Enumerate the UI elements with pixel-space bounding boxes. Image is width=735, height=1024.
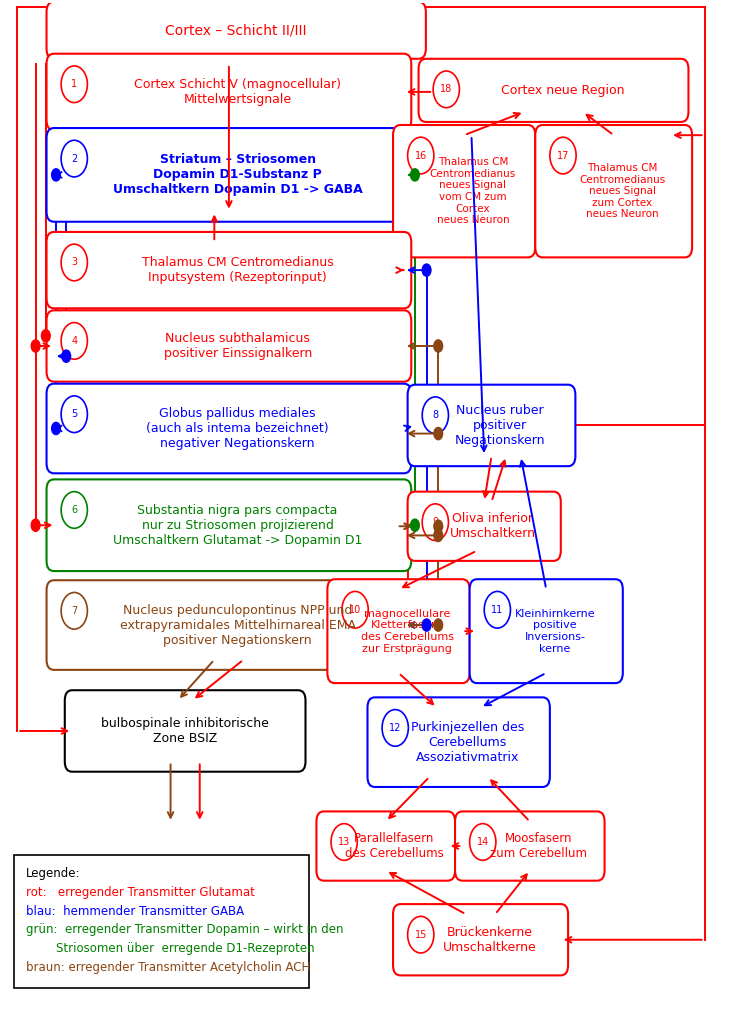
Circle shape [433, 71, 459, 108]
Text: Thalamus CM Centromedianus
Inputsystem (Rezeptorinput): Thalamus CM Centromedianus Inputsystem (… [142, 256, 334, 284]
Text: 18: 18 [440, 84, 453, 94]
Text: 15: 15 [415, 930, 427, 940]
FancyBboxPatch shape [46, 2, 426, 58]
Text: 5: 5 [71, 410, 77, 419]
Circle shape [411, 519, 419, 531]
Circle shape [61, 593, 87, 629]
Circle shape [422, 397, 448, 433]
Text: Purkinjezellen des
Cerebellums
Assoziativmatrix: Purkinjezellen des Cerebellums Assoziati… [411, 721, 524, 764]
Text: Moosfasern
zum Cerebellum: Moosfasern zum Cerebellum [490, 833, 587, 860]
FancyBboxPatch shape [46, 53, 412, 130]
Circle shape [434, 529, 442, 542]
FancyBboxPatch shape [46, 479, 412, 571]
FancyBboxPatch shape [46, 128, 412, 222]
Circle shape [61, 66, 87, 102]
FancyBboxPatch shape [46, 384, 412, 473]
FancyBboxPatch shape [14, 855, 309, 987]
Text: 7: 7 [71, 606, 77, 615]
Text: bulbospinale inhibitorische
Zone BSIZ: bulbospinale inhibitorische Zone BSIZ [101, 717, 269, 745]
Text: Nucleus pedunculopontinus NPP und
extrapyramidales Mittelhirnareal EMA
positiver: Nucleus pedunculopontinus NPP und extrap… [120, 603, 356, 646]
Text: braun: erregender Transmitter Acetylcholin ACH: braun: erregender Transmitter Acetylchol… [26, 961, 310, 974]
Text: Cortex neue Region: Cortex neue Region [501, 84, 624, 97]
Circle shape [62, 350, 71, 362]
Text: Striosomen über  erregende D1-Rezeproten: Striosomen über erregende D1-Rezeproten [26, 942, 315, 955]
Circle shape [550, 137, 576, 174]
FancyBboxPatch shape [368, 697, 550, 787]
Circle shape [41, 330, 50, 342]
Text: Legende:: Legende: [26, 867, 81, 880]
FancyBboxPatch shape [408, 492, 561, 561]
Text: 9: 9 [432, 517, 438, 527]
Text: 2: 2 [71, 154, 77, 164]
FancyBboxPatch shape [535, 125, 692, 257]
Circle shape [484, 592, 511, 628]
FancyBboxPatch shape [470, 580, 623, 683]
Circle shape [61, 323, 87, 359]
FancyBboxPatch shape [393, 904, 568, 976]
Circle shape [31, 340, 40, 352]
Circle shape [422, 504, 448, 541]
Text: blau:  hemmender Transmitter GABA: blau: hemmender Transmitter GABA [26, 904, 244, 918]
Circle shape [61, 492, 87, 528]
Circle shape [470, 823, 496, 860]
FancyBboxPatch shape [408, 385, 576, 466]
Circle shape [434, 618, 442, 631]
FancyBboxPatch shape [418, 58, 689, 122]
FancyBboxPatch shape [65, 690, 306, 772]
Text: Nucleus ruber
positiver
Negationskern: Nucleus ruber positiver Negationskern [455, 403, 545, 446]
Circle shape [31, 519, 40, 531]
Text: Cortex Schicht V (magnocellular)
Mittelwertsignale: Cortex Schicht V (magnocellular) Mittelw… [135, 78, 341, 105]
Circle shape [422, 618, 431, 631]
Text: Striatum – Striosomen
Dopamin D1-Substanz P
Umschaltkern Dopamin D1 -> GABA: Striatum – Striosomen Dopamin D1-Substan… [112, 154, 362, 197]
Text: Nucleus subthalamicus
positiver Einssignalkern: Nucleus subthalamicus positiver Einssign… [163, 332, 312, 360]
FancyBboxPatch shape [455, 811, 605, 881]
Text: 6: 6 [71, 505, 77, 515]
Circle shape [382, 710, 409, 746]
FancyBboxPatch shape [393, 125, 535, 257]
Text: 3: 3 [71, 257, 77, 267]
Text: Globus pallidus mediales
(auch als intema bezeichnet)
negativer Negationskern: Globus pallidus mediales (auch als intem… [146, 407, 329, 450]
Text: Thalamus CM
Centromedianus
neues Signal
zum Cortex
neues Neuron: Thalamus CM Centromedianus neues Signal … [579, 163, 666, 219]
Text: 11: 11 [491, 605, 503, 614]
Circle shape [51, 169, 60, 181]
Circle shape [408, 916, 434, 953]
Text: Kleinhirnkerne
positive
Inversions-
kerne: Kleinhirnkerne positive Inversions- kern… [514, 608, 595, 653]
FancyBboxPatch shape [46, 231, 412, 308]
Circle shape [51, 422, 60, 434]
Text: 8: 8 [432, 411, 438, 420]
Text: 1: 1 [71, 79, 77, 89]
Circle shape [434, 340, 442, 352]
Text: grün:  erregender Transmitter Dopamin – wirkt in den: grün: erregender Transmitter Dopamin – w… [26, 924, 344, 936]
Text: Cortex – Schicht II/III: Cortex – Schicht II/III [165, 24, 307, 37]
Circle shape [61, 140, 87, 177]
Text: Parallelfasern
des Cerebellums: Parallelfasern des Cerebellums [345, 833, 444, 860]
Text: 13: 13 [338, 837, 351, 847]
Circle shape [61, 244, 87, 281]
Text: 16: 16 [415, 151, 427, 161]
Circle shape [331, 823, 357, 860]
FancyBboxPatch shape [317, 811, 455, 881]
Circle shape [342, 592, 368, 628]
Text: Thalamus CM
Centromedianus
neues Signal
vom CM zum
Cortex
neues Neuron: Thalamus CM Centromedianus neues Signal … [430, 158, 516, 225]
Text: Brückenkerne
Umschaltkerne: Brückenkerne Umschaltkerne [442, 926, 537, 953]
Circle shape [411, 169, 419, 181]
Text: rot:   erregender Transmitter Glutamat: rot: erregender Transmitter Glutamat [26, 886, 255, 899]
Text: 10: 10 [349, 605, 361, 614]
Text: Substantia nigra pars compacta
nur zu Striosomen projizierend
Umschaltkern Gluta: Substantia nigra pars compacta nur zu St… [113, 504, 362, 547]
Text: Oliva inferior
Umschaltkern: Oliva inferior Umschaltkern [450, 512, 536, 541]
FancyBboxPatch shape [46, 310, 412, 382]
Circle shape [408, 137, 434, 174]
Circle shape [422, 264, 431, 276]
Circle shape [434, 520, 442, 532]
Text: 4: 4 [71, 336, 77, 346]
Text: 12: 12 [389, 723, 401, 733]
FancyBboxPatch shape [327, 580, 470, 683]
Text: 14: 14 [476, 837, 489, 847]
FancyBboxPatch shape [46, 581, 412, 670]
Text: magnocellulare
Kletterfasern
des Cerebellums
zur Erstprägung: magnocellulare Kletterfasern des Cerebel… [361, 608, 453, 653]
Circle shape [61, 396, 87, 432]
Circle shape [434, 427, 442, 439]
Text: 17: 17 [557, 151, 569, 161]
